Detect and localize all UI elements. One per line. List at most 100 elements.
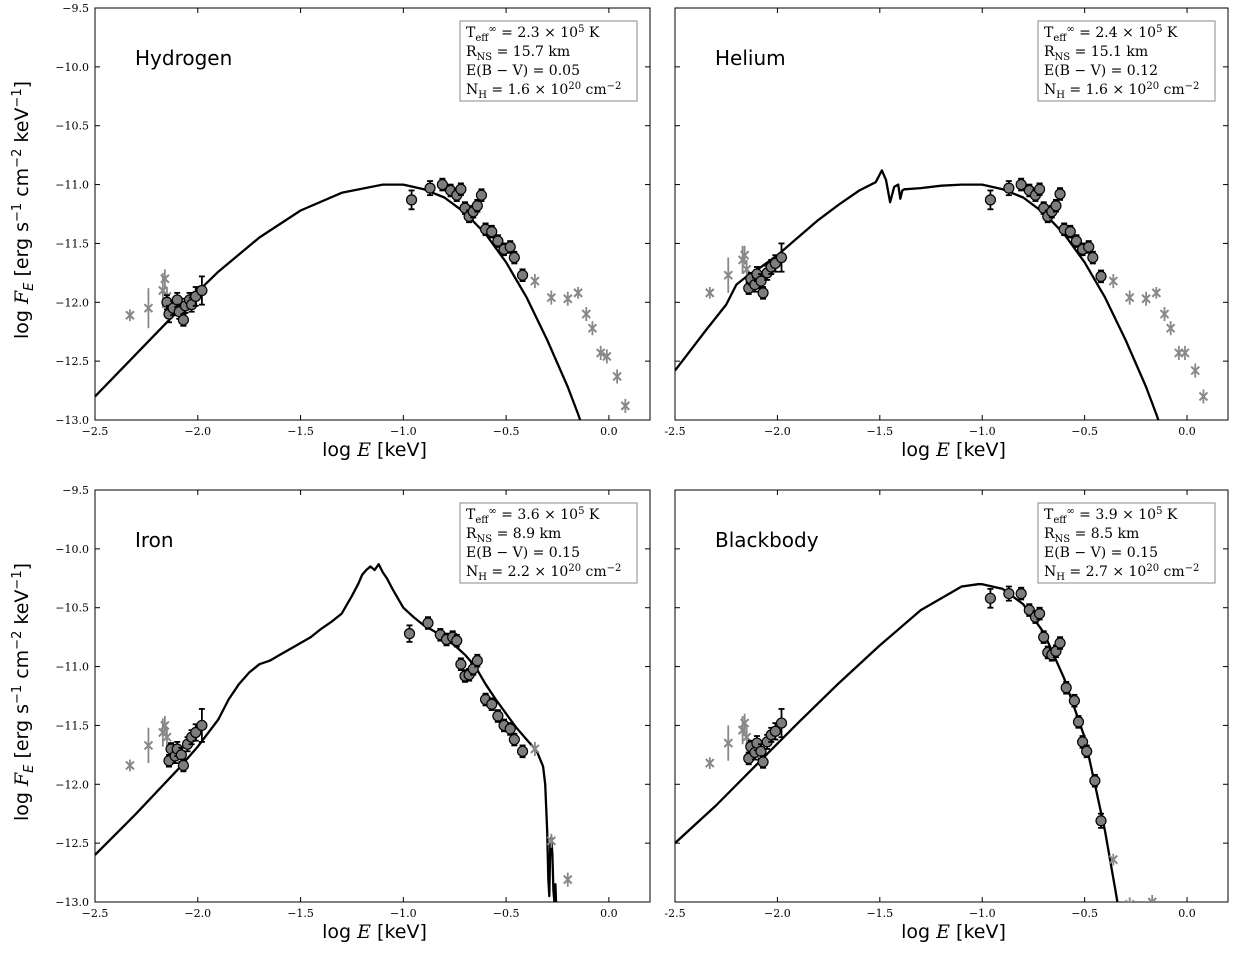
y-tick-label: −13.0: [55, 414, 89, 427]
data-point: [1050, 200, 1062, 212]
legend-entry: E(B − V) = 0.15: [466, 545, 580, 561]
legend-entry: Teff​∞​ = 2.3 × 105​ K: [466, 24, 600, 44]
x-tick-label: −2.0: [764, 425, 791, 438]
data-point: [405, 194, 418, 206]
data-point: [508, 251, 520, 264]
data-point: [1076, 736, 1089, 748]
excluded-point: [705, 288, 715, 298]
x-axis-label: log E [keV]: [322, 439, 427, 461]
x-tick-label: −2.5: [82, 425, 109, 438]
y-tick-label: −9.5: [62, 2, 89, 15]
model-spectrum-line: [95, 563, 558, 902]
legend-box: [1037, 502, 1216, 584]
data-point: [1087, 251, 1099, 264]
excluded-point: [563, 874, 573, 885]
x-tick-label: −2.5: [82, 907, 109, 920]
excluded-point: [125, 310, 135, 320]
data-point: [424, 182, 436, 194]
data-point: [1038, 631, 1050, 643]
axes-frame: [94, 7, 651, 421]
excluded-point: [739, 250, 750, 260]
y-tick-label: −11.0: [55, 179, 89, 192]
x-tick-label: −0.5: [1071, 425, 1098, 438]
panel-hydrogen: −2.5 −2.0 −1.5 −1.0 −0.5 0.0 −13.0 −12.5 −12.0 −1…: [10, 2, 651, 461]
x-tick-label: −1.5: [866, 425, 893, 438]
data-point: [455, 658, 467, 670]
data-point: [1033, 183, 1046, 195]
data-point: [1015, 178, 1027, 191]
x-tick-label: 0.0: [1178, 907, 1196, 920]
x-tick-label: −1.5: [287, 425, 314, 438]
y-tick-label: −10.5: [55, 602, 89, 615]
x-tick-label: −0.5: [493, 425, 520, 438]
data-point: [422, 617, 434, 629]
legend-entry: Teff​∞​ = 2.4 × 105​ K: [1044, 24, 1178, 44]
x-tick-label: −1.5: [866, 907, 893, 920]
model-name-label: Helium: [715, 46, 786, 70]
data-point: [492, 710, 504, 722]
legend-entry: Teff​∞​ = 3.9 × 105​ K: [1044, 506, 1178, 526]
data-point: [436, 178, 448, 191]
data-point: [1089, 775, 1101, 787]
excluded-point: [723, 270, 733, 280]
excluded-point: [162, 732, 172, 742]
data-point: [1083, 241, 1095, 253]
excluded-point: [125, 760, 135, 771]
legend-entry: RNS​ = 8.9 km: [466, 526, 561, 545]
axes-frame: [674, 7, 1229, 421]
excluded-point: [160, 274, 170, 284]
x-tick-label: −2.0: [184, 425, 211, 438]
legend-entry: NH​ = 1.6 × 1020​ cm−2​: [1044, 81, 1199, 101]
data-point: [177, 759, 189, 772]
x-tick-label: −1.0: [969, 907, 996, 920]
excluded-point: [1141, 294, 1151, 304]
y-tick-label: −9.5: [62, 484, 89, 497]
panel-blackbody: -2.5 −2.0 −1.5 −1.0 −0.5 0.0 log E [keV] Blackb…: [664, 489, 1229, 943]
excluded-point: [1180, 348, 1190, 358]
excluded-point: [1147, 897, 1157, 902]
excluded-point: [612, 371, 622, 382]
data-point: [403, 628, 416, 640]
data-point: [755, 745, 767, 757]
excluded-point: [602, 351, 612, 362]
model-name-label: Iron: [135, 528, 174, 552]
data-point: [486, 226, 498, 238]
data-point: [1072, 716, 1085, 728]
model-spectrum-line: [95, 183, 582, 420]
excluded-point: [1198, 391, 1209, 402]
legend-entry: NH​ = 2.2 × 1020​ cm−2​: [466, 563, 621, 583]
excluded-point: [546, 836, 557, 846]
x-tick-label: −2.0: [184, 907, 211, 920]
x-axis-label: log E [keV]: [901, 439, 1006, 461]
data-point: [1070, 235, 1083, 247]
data-point: [471, 200, 483, 212]
y-tick-label: −10.0: [55, 61, 89, 74]
excluded-point: [620, 401, 631, 411]
data-point: [1060, 682, 1072, 694]
data-point: [196, 284, 208, 297]
excluded-point: [705, 758, 715, 768]
excluded-point: [546, 292, 557, 303]
data-point: [1015, 587, 1027, 600]
data-point: [451, 635, 463, 647]
x-tick-label: −1.5: [287, 907, 314, 920]
data-point: [984, 194, 997, 206]
data-point: [455, 183, 467, 195]
data-point: [196, 719, 208, 732]
data-point: [508, 733, 520, 746]
y-tick-label: −11.0: [55, 661, 89, 674]
y-axis-label: log FE [erg s−1 cm−2 keV−1]: [10, 563, 37, 821]
excluded-point: [1159, 309, 1170, 319]
axes-frame: [94, 489, 651, 903]
y-tick-label: −12.0: [55, 778, 89, 791]
legend-box: [1037, 20, 1216, 102]
x-tick-label: −0.5: [493, 907, 520, 920]
data-point: [475, 189, 488, 201]
axes-frame: [674, 489, 1229, 903]
data-point: [504, 241, 516, 253]
excluded-point: [530, 744, 540, 754]
x-tick-label: −1.0: [969, 425, 996, 438]
data-point: [775, 717, 788, 729]
x-tick-label: -2.5: [664, 907, 685, 920]
legend-entry: NH​ = 1.6 × 1020​ cm−2​: [466, 81, 621, 101]
